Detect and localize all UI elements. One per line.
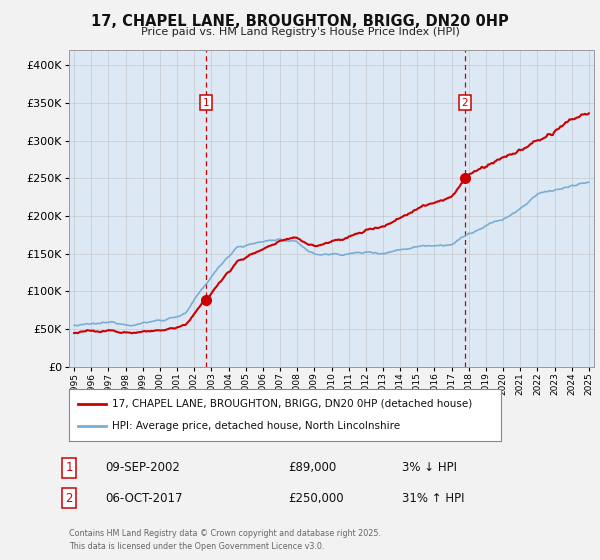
- Text: 17, CHAPEL LANE, BROUGHTON, BRIGG, DN20 0HP (detached house): 17, CHAPEL LANE, BROUGHTON, BRIGG, DN20 …: [112, 399, 472, 409]
- Text: Contains HM Land Registry data © Crown copyright and database right 2025.
This d: Contains HM Land Registry data © Crown c…: [69, 529, 381, 550]
- Text: 09-SEP-2002: 09-SEP-2002: [105, 461, 180, 474]
- Text: 2: 2: [462, 97, 469, 108]
- Text: 31% ↑ HPI: 31% ↑ HPI: [402, 492, 464, 505]
- Text: £89,000: £89,000: [288, 461, 336, 474]
- Text: HPI: Average price, detached house, North Lincolnshire: HPI: Average price, detached house, Nort…: [112, 421, 400, 431]
- Text: Price paid vs. HM Land Registry's House Price Index (HPI): Price paid vs. HM Land Registry's House …: [140, 27, 460, 37]
- Text: 17, CHAPEL LANE, BROUGHTON, BRIGG, DN20 0HP: 17, CHAPEL LANE, BROUGHTON, BRIGG, DN20 …: [91, 14, 509, 29]
- Text: £250,000: £250,000: [288, 492, 344, 505]
- Text: 2: 2: [65, 492, 73, 505]
- Text: 06-OCT-2017: 06-OCT-2017: [105, 492, 182, 505]
- Text: 1: 1: [65, 461, 73, 474]
- Text: 3% ↓ HPI: 3% ↓ HPI: [402, 461, 457, 474]
- Text: 1: 1: [202, 97, 209, 108]
